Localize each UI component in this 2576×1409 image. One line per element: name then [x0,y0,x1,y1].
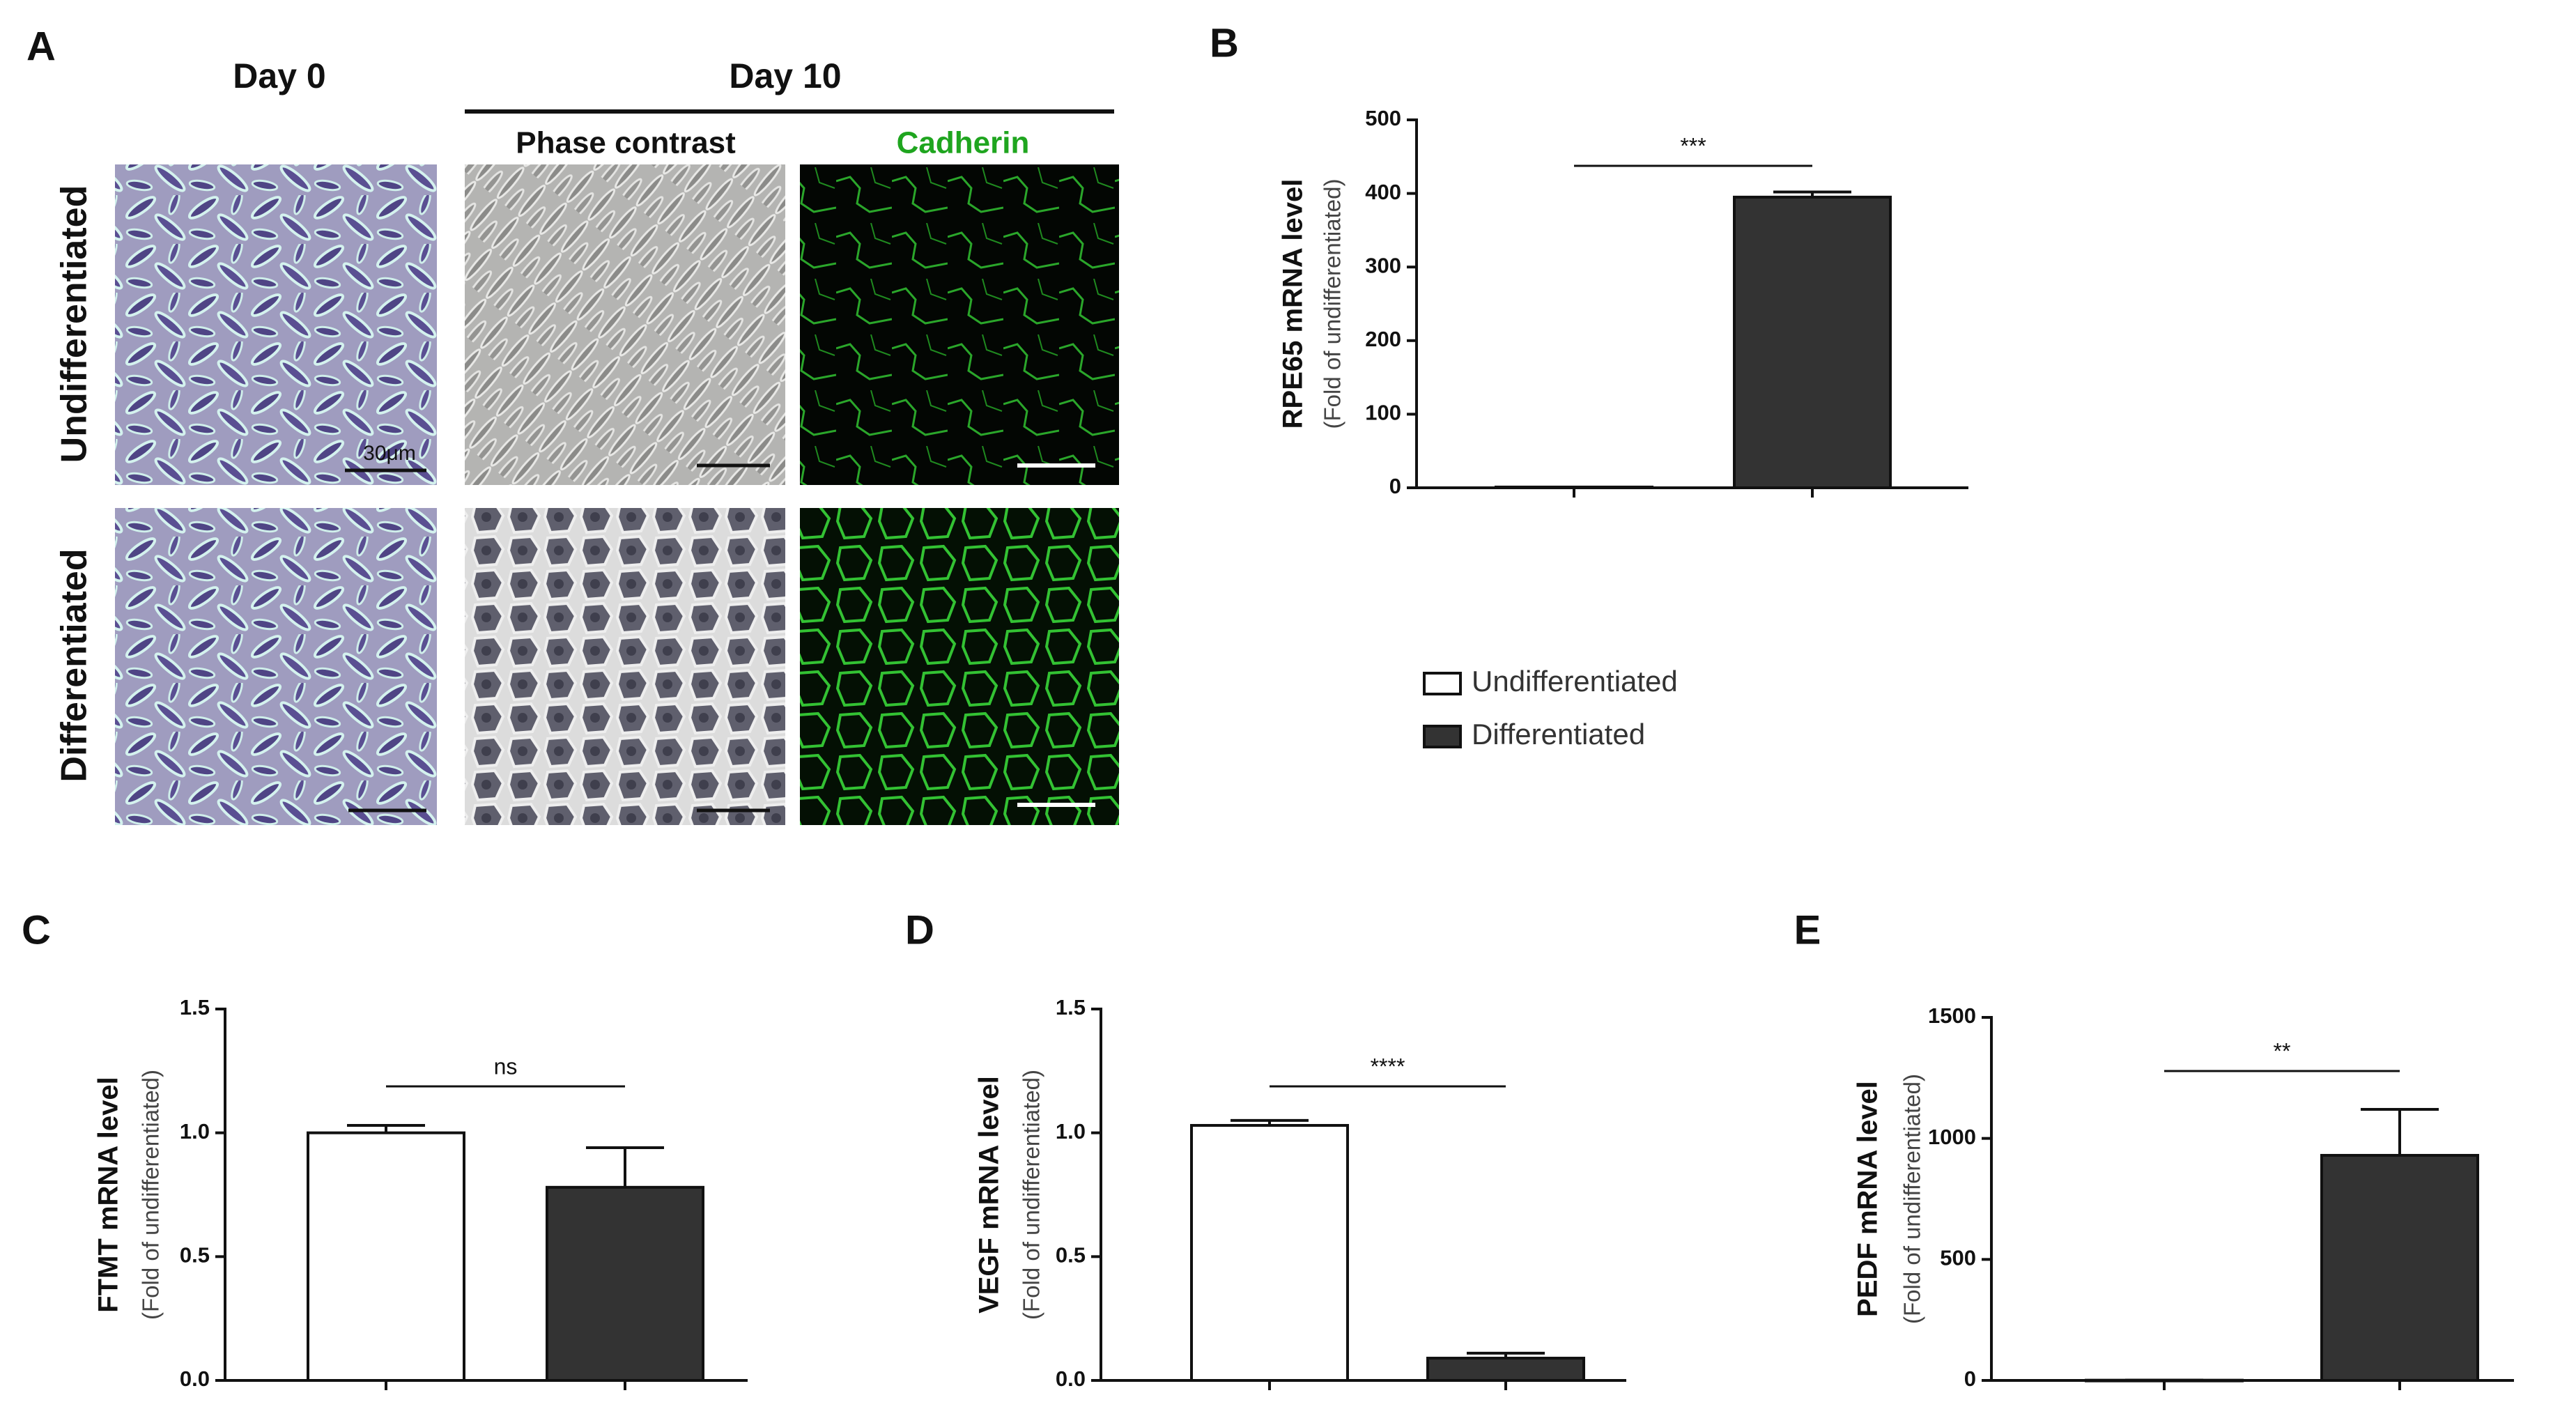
y-tick-label: 1.5 [180,995,210,1019]
bar [1733,195,1892,489]
y-tick-label: 0 [1964,1366,1976,1391]
micrograph [115,164,437,485]
significance-label: **** [1371,1054,1405,1079]
y-tick-label: 200 [1365,327,1401,351]
y-axis-subtitle: (Fold of undifferentiated) [1019,1070,1044,1320]
y-tick-label: 1.5 [1056,995,1086,1019]
y-axis-subtitle: (Fold of undifferentiated) [1320,179,1345,429]
micrograph [800,508,1119,825]
y-tick-label: 0.5 [1056,1243,1086,1268]
micrograph [465,508,785,825]
legend-label: Undifferentiated [1472,665,1678,698]
significance-label: ns [494,1054,518,1079]
y-tick-label: 1.0 [1056,1119,1086,1144]
y-tick-label: 500 [1940,1246,1976,1270]
legend-swatch [1423,725,1462,748]
bar [2320,1153,2479,1382]
y-tick-label: 300 [1365,253,1401,277]
y-tick-label: 1.0 [180,1119,210,1144]
y-tick-label: 1000 [1928,1125,1976,1149]
column-header: Day 10 [729,56,841,95]
bar [1426,1357,1585,1383]
y-tick-label: 400 [1365,180,1401,204]
significance-label: ** [2274,1038,2291,1063]
panel-letter: E [1794,907,1821,953]
y-axis-title: PEDF mRNA level [1853,1081,1883,1317]
panel-letter: B [1210,20,1239,66]
bar [1190,1124,1349,1383]
row-label: Differentiated [54,548,95,782]
column-subheader: Phase contrast [516,126,736,160]
y-axis-title: VEGF mRNA level [974,1076,1005,1314]
legend-swatch [1423,672,1462,695]
y-axis-title: FTMT mRNA level [93,1077,124,1313]
panel-letter: D [905,907,934,953]
panel-letter: A [26,24,56,69]
bar [307,1131,465,1382]
bar [546,1185,704,1382]
y-tick-label: 1500 [1928,1003,1976,1028]
significance-label: *** [1680,133,1706,158]
y-tick-label: 500 [1365,106,1401,130]
y-axis-title: RPE65 mRNA level [1278,179,1309,429]
panel-letter: C [22,907,51,953]
y-axis-subtitle: (Fold of undifferentiated) [138,1070,164,1320]
bar [2085,1378,2244,1383]
y-tick-label: 100 [1365,401,1401,425]
micrograph [115,508,437,825]
column-subheader: Cadherin [897,126,1030,160]
scale-bar-label: 30μm [363,442,416,465]
y-tick-label: 0 [1389,474,1401,498]
column-header: Day 0 [233,56,325,95]
bar [1495,485,1653,489]
micrograph [800,164,1119,485]
micrograph [465,164,785,485]
legend-label: Differentiated [1472,718,1645,750]
y-tick-label: 0.5 [180,1243,210,1268]
y-tick-label: 0.0 [180,1366,210,1391]
row-label: Undifferentiated [54,185,95,463]
y-tick-label: 0.0 [1056,1366,1086,1391]
y-axis-subtitle: (Fold of undifferentiated) [1899,1074,1925,1324]
